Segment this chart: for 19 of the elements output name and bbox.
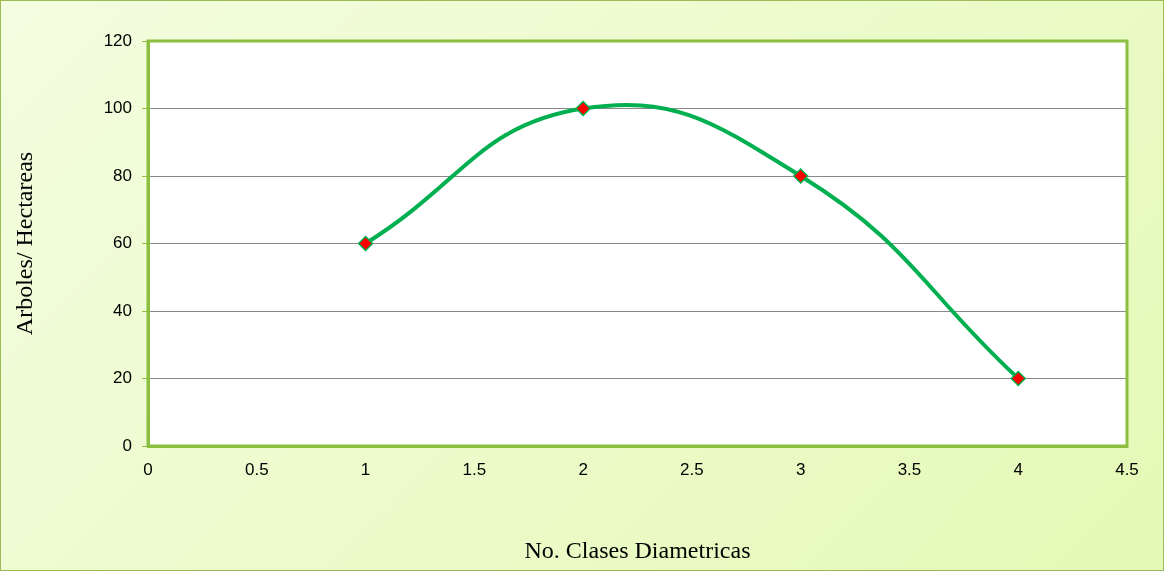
x-tick-label: 3.5 — [897, 459, 922, 479]
y-tick-label: 120 — [103, 30, 132, 50]
x-tick-label: 2.5 — [680, 459, 704, 479]
x-tick-label: 4.5 — [1115, 459, 1139, 479]
x-axis-title: No. Clases Diametricas — [524, 536, 751, 563]
x-tick-label: 1 — [360, 459, 371, 479]
x-tick-label: 4 — [1013, 459, 1023, 479]
y-axis-title: Arboles/ Hectareas — [10, 151, 37, 336]
x-tick-label: 0.5 — [244, 459, 269, 479]
y-tick-label: 80 — [113, 165, 132, 185]
y-tick-label: 60 — [113, 233, 132, 253]
y-tick-label: 0 — [122, 435, 132, 455]
x-tick-label: 2 — [578, 459, 588, 479]
x-tick-label: 3 — [795, 459, 806, 479]
y-tick-label: 20 — [113, 368, 132, 388]
y-tick-label: 100 — [103, 98, 132, 118]
x-tick-label: 1.5 — [462, 459, 487, 479]
y-tick-label: 40 — [113, 300, 132, 320]
x-tick-label: 0 — [143, 459, 153, 479]
